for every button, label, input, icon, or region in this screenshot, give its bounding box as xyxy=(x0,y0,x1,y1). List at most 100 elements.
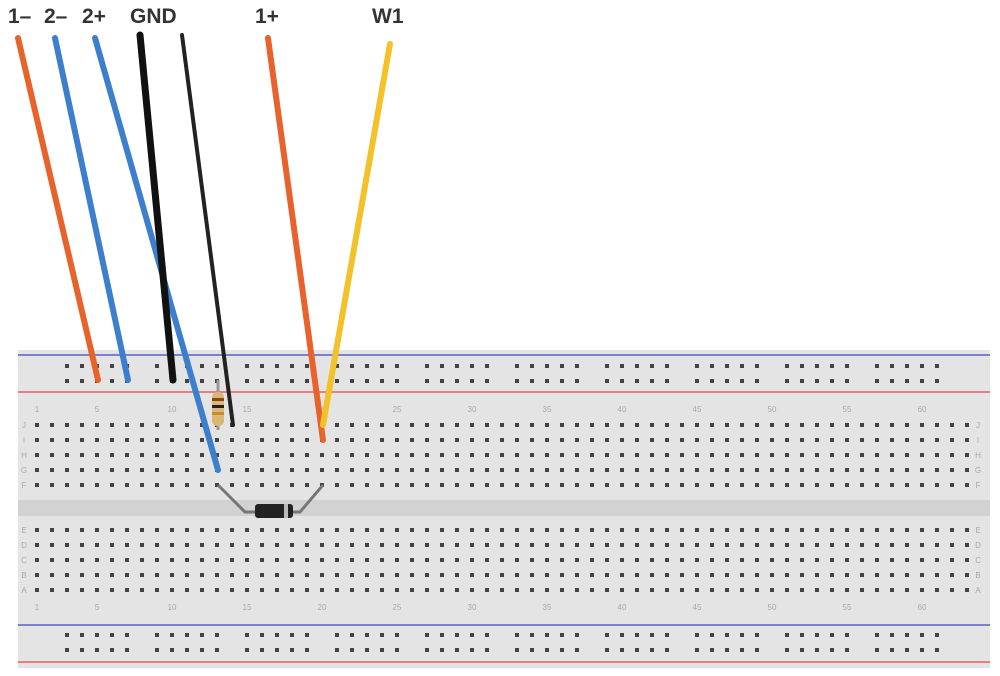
hole xyxy=(785,438,789,442)
hole xyxy=(320,573,324,577)
hole xyxy=(50,453,54,457)
hole xyxy=(320,588,324,592)
hole xyxy=(635,528,639,532)
hole xyxy=(635,543,639,547)
hole xyxy=(530,364,534,368)
hole xyxy=(635,468,639,472)
hole xyxy=(200,648,204,652)
hole xyxy=(395,558,399,562)
row-letter: F xyxy=(22,481,27,490)
hole xyxy=(680,558,684,562)
hole xyxy=(935,379,939,383)
hole xyxy=(245,543,249,547)
hole xyxy=(395,573,399,577)
hole xyxy=(905,438,909,442)
hole xyxy=(695,364,699,368)
hole xyxy=(740,483,744,487)
hole xyxy=(170,573,174,577)
hole xyxy=(470,468,474,472)
hole xyxy=(230,468,234,472)
hole xyxy=(170,423,174,427)
hole xyxy=(200,633,204,637)
hole xyxy=(800,588,804,592)
column-number: 45 xyxy=(693,405,702,414)
hole xyxy=(605,528,609,532)
hole xyxy=(725,364,729,368)
hole xyxy=(605,633,609,637)
hole xyxy=(35,438,39,442)
hole xyxy=(170,558,174,562)
hole xyxy=(365,438,369,442)
hole xyxy=(515,528,519,532)
column-number: 60 xyxy=(918,405,927,414)
hole xyxy=(155,438,159,442)
hole xyxy=(365,573,369,577)
hole xyxy=(815,483,819,487)
hole xyxy=(245,379,249,383)
hole xyxy=(500,438,504,442)
wire xyxy=(320,41,393,428)
hole xyxy=(875,648,879,652)
hole xyxy=(125,573,129,577)
hole xyxy=(935,364,939,368)
hole xyxy=(950,543,954,547)
hole xyxy=(200,379,204,383)
hole xyxy=(755,633,759,637)
hole xyxy=(95,453,99,457)
hole xyxy=(830,379,834,383)
hole xyxy=(50,438,54,442)
hole xyxy=(275,558,279,562)
hole xyxy=(650,379,654,383)
hole xyxy=(755,438,759,442)
hole xyxy=(935,438,939,442)
column-number: 5 xyxy=(95,405,100,414)
hole xyxy=(110,423,114,427)
hole xyxy=(695,648,699,652)
hole xyxy=(515,453,519,457)
column-number: 1 xyxy=(35,603,40,612)
hole xyxy=(725,543,729,547)
hole xyxy=(575,558,579,562)
hole xyxy=(95,648,99,652)
hole xyxy=(950,483,954,487)
hole xyxy=(530,468,534,472)
hole xyxy=(860,588,864,592)
hole xyxy=(440,648,444,652)
hole xyxy=(620,558,624,562)
hole xyxy=(770,573,774,577)
hole xyxy=(200,528,204,532)
hole xyxy=(125,423,129,427)
hole xyxy=(440,528,444,532)
hole xyxy=(365,588,369,592)
hole xyxy=(575,483,579,487)
row-letter: F xyxy=(976,481,981,490)
hole xyxy=(275,364,279,368)
hole xyxy=(770,543,774,547)
hole xyxy=(530,633,534,637)
hole xyxy=(920,364,924,368)
hole xyxy=(200,423,204,427)
hole xyxy=(860,453,864,457)
hole xyxy=(545,364,549,368)
hole xyxy=(830,543,834,547)
hole xyxy=(905,648,909,652)
hole xyxy=(965,468,969,472)
hole xyxy=(365,648,369,652)
hole xyxy=(380,633,384,637)
hole xyxy=(845,468,849,472)
hole xyxy=(545,543,549,547)
hole xyxy=(365,483,369,487)
hole xyxy=(695,379,699,383)
hole xyxy=(935,468,939,472)
hole xyxy=(905,483,909,487)
hole xyxy=(215,588,219,592)
hole xyxy=(65,423,69,427)
hole xyxy=(35,468,39,472)
hole xyxy=(305,483,309,487)
hole xyxy=(470,483,474,487)
row-letter: I xyxy=(977,436,979,445)
hole xyxy=(425,588,429,592)
hole xyxy=(500,483,504,487)
hole xyxy=(245,633,249,637)
hole xyxy=(590,483,594,487)
